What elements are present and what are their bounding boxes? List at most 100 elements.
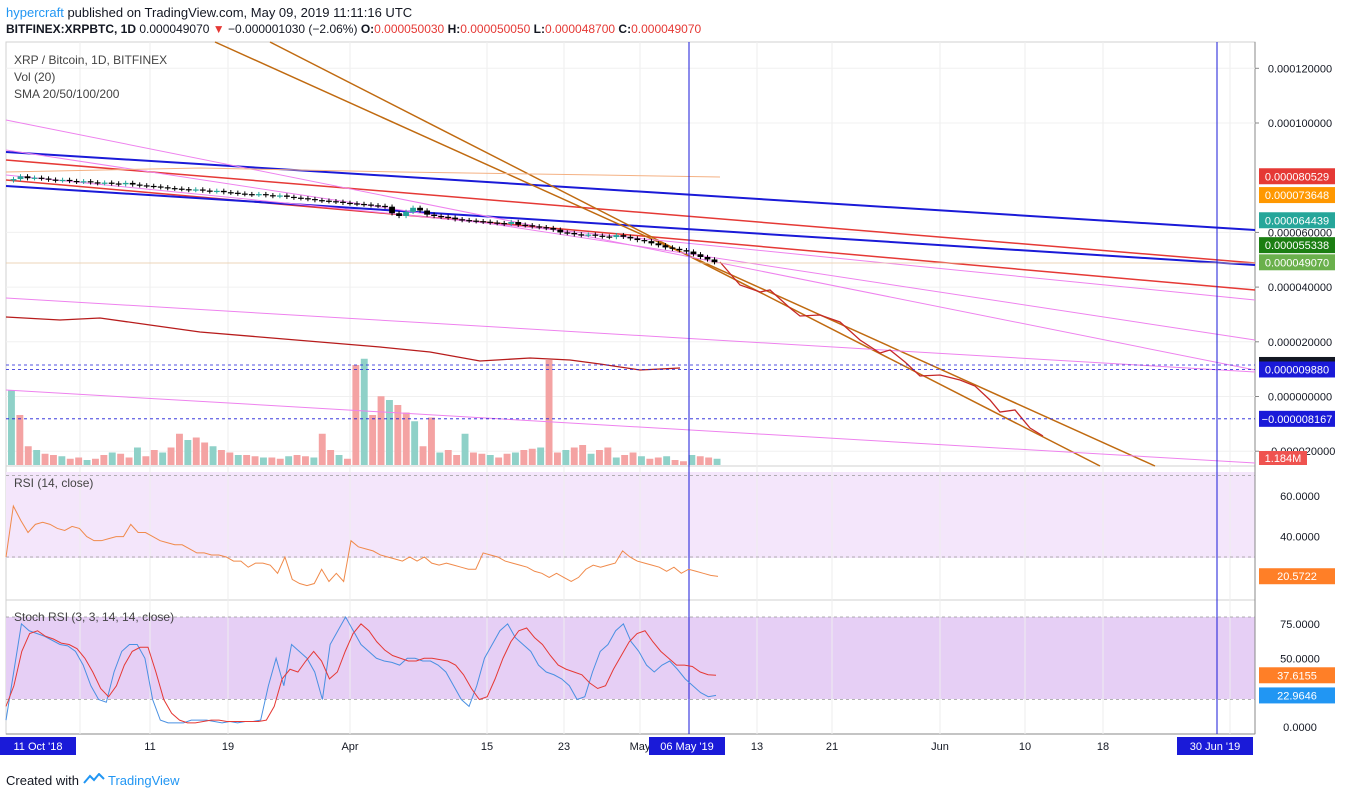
candle-body [326, 200, 332, 202]
price-tags: 0.000080529 0.000073648 0.000064439 0.00005… [1259, 168, 1335, 704]
candle-body [108, 182, 115, 184]
candle-body [697, 254, 704, 258]
candle-body [150, 185, 157, 188]
close-label: C: [618, 22, 632, 36]
time-marker-label: 11 Oct '18 [14, 741, 63, 753]
candle-body [59, 179, 66, 182]
candle-body [269, 195, 276, 197]
time-axis[interactable]: 11 Oct '18 11 19 Apr 15 23 May 06 May '19 13 21 Ju… [0, 737, 1253, 755]
legend-sma: SMA 20/50/100/200 [14, 87, 120, 101]
candle-body [17, 176, 24, 180]
price-tag-4: 0.000049070 [1265, 257, 1329, 269]
volume-bar [243, 455, 251, 465]
candle-body [459, 219, 466, 221]
rsi-line [5, 504, 719, 587]
pink-line-4 [5, 389, 1256, 464]
stoch-legend: Stoch RSI (3, 3, 14, 14, close) [14, 610, 174, 624]
rsi-last-tag-bg [1259, 568, 1335, 585]
candle-body [501, 223, 508, 225]
price-tag-7: −0.000008167 [1262, 414, 1333, 426]
candle-body [340, 201, 346, 203]
volume-bar [209, 446, 217, 465]
volume-bar [192, 437, 200, 465]
legend-title: XRP / Bitcoin, 1D, BITFINEX [14, 53, 167, 67]
volume-bar [125, 457, 133, 465]
time-tick-label: 13 [751, 741, 763, 753]
trendlines [5, 41, 1256, 734]
volume-bar [696, 456, 704, 465]
price-tick-label: 0.000000000 [1268, 392, 1332, 404]
volume-bar [612, 457, 620, 465]
last-price: 0.000049070 [139, 22, 210, 36]
volume-bar [327, 450, 335, 465]
volume-bar [436, 452, 444, 465]
volume-bar [8, 390, 15, 465]
footer: Created with TradingView [6, 772, 180, 788]
volume-bar [176, 433, 183, 465]
volume-bar [587, 453, 595, 465]
volume-bar [159, 452, 167, 465]
candle-body [185, 189, 192, 191]
volume-bar [470, 452, 477, 465]
time-tick-label: 21 [826, 741, 838, 753]
rsi-series [5, 474, 1255, 587]
candle-body [305, 198, 311, 200]
volume-bar [478, 453, 486, 465]
candle-body [424, 210, 430, 215]
author-link[interactable]: hypercraft [6, 5, 64, 20]
candle-body [410, 207, 416, 212]
publish-header: hypercraft published on TradingView.com,… [6, 5, 412, 20]
ohlc-header: BITFINEX:XRPBTC, 1D 0.000049070 ▼ −0.000… [6, 22, 701, 36]
created-with: Created with [6, 773, 79, 788]
candle-body [543, 227, 550, 229]
stoch-k-line [5, 615, 717, 724]
candle-body [417, 207, 423, 211]
candle-body [690, 251, 697, 255]
volume-bars [8, 358, 721, 465]
volume-bar [142, 456, 150, 465]
candle-body [101, 182, 108, 184]
open-value: 0.000050030 [374, 22, 445, 36]
candle-body [80, 181, 87, 183]
volume-bar [75, 457, 83, 465]
candle-body [87, 181, 94, 183]
price-axis[interactable]: 0.0001200000.0001000000.0000600000.00004… [1255, 63, 1335, 734]
tradingview-brand[interactable]: TradingView [108, 773, 180, 788]
candle-body [171, 188, 178, 190]
candle-body [298, 197, 304, 199]
candle-body [122, 182, 129, 185]
candle-body [115, 183, 122, 185]
stoch-band [6, 617, 1255, 699]
down-arrow-icon: ▼ [212, 22, 225, 36]
price-tag-7-bg [1259, 410, 1335, 427]
candle-body [431, 214, 438, 216]
volume-bar [713, 458, 721, 465]
candle-body [445, 216, 452, 219]
volume-bar [646, 458, 654, 465]
low-value: 0.000048700 [545, 22, 616, 36]
volume-bar [318, 433, 326, 465]
candle-body [262, 194, 269, 196]
candle-body [368, 204, 374, 206]
candle-body [676, 248, 683, 251]
price-chart[interactable]: 0.0001200000.0001000000.0000600000.00004… [0, 0, 1348, 770]
blue-trendline-upper [5, 151, 1256, 231]
time-tick-label: 19 [222, 741, 234, 753]
candle-body [52, 179, 59, 181]
candle-body [206, 190, 213, 192]
candle-body [73, 180, 80, 183]
candle-body [571, 232, 578, 235]
stoch-d-line [5, 623, 717, 724]
volume-bar [654, 457, 662, 465]
volume-bar [545, 360, 553, 465]
volume-bar [621, 455, 629, 465]
candle-body [234, 192, 241, 194]
volume-bar [369, 415, 377, 465]
candle-body [192, 189, 199, 191]
candle-body [634, 238, 641, 241]
candle-body [704, 257, 711, 260]
volume-bar [117, 453, 125, 465]
candle-body [683, 250, 690, 252]
main-pane[interactable] [5, 41, 1256, 467]
price-tick-label: 0.000040000 [1268, 282, 1332, 294]
